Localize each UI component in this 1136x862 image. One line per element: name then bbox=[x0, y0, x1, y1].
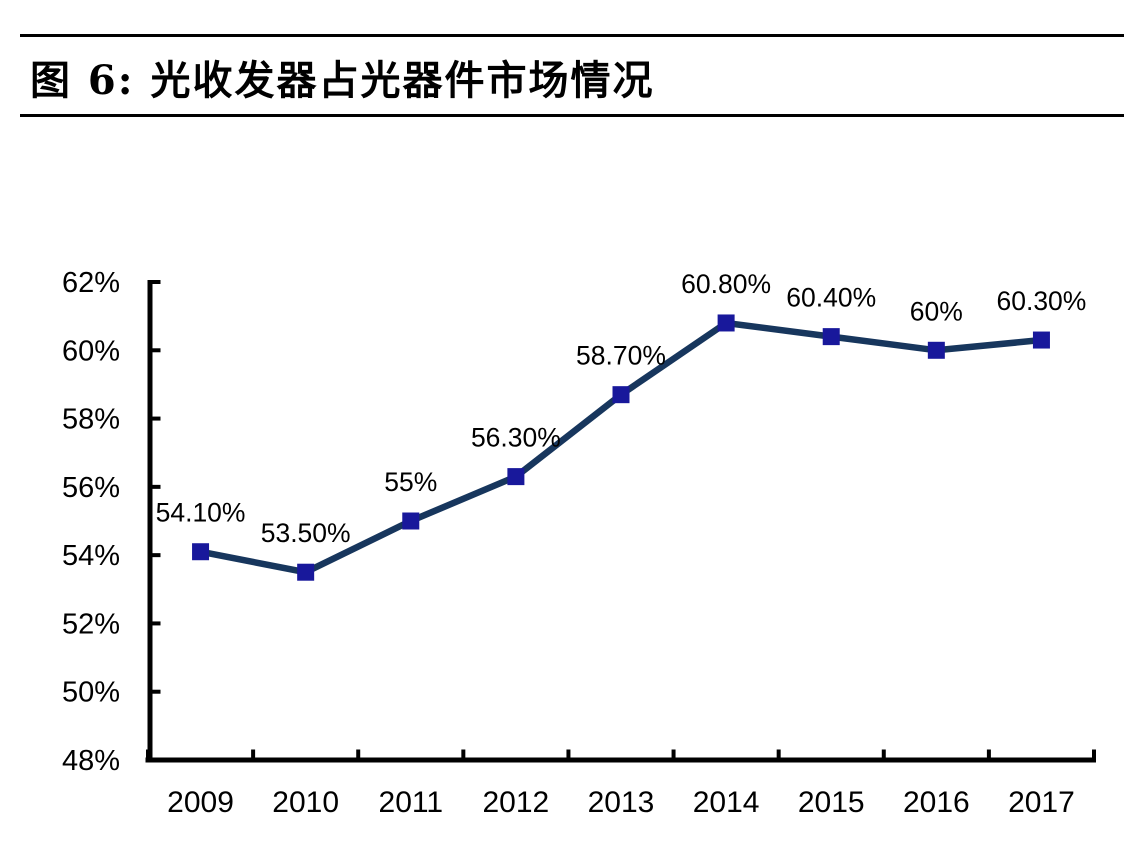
x-axis-tick-label: 2012 bbox=[483, 786, 550, 819]
data-point-marker bbox=[612, 386, 630, 404]
y-axis-tick-label: 48% bbox=[62, 745, 120, 777]
data-point-label: 60.30% bbox=[996, 286, 1086, 316]
y-axis-tick-label: 56% bbox=[62, 472, 120, 504]
y-axis-tick-label: 52% bbox=[62, 608, 120, 640]
x-axis-tick-label: 2014 bbox=[693, 786, 760, 819]
x-axis-tick-label: 2016 bbox=[903, 786, 970, 819]
y-axis-tick-label: 58% bbox=[62, 404, 120, 436]
x-axis-tick-label: 2017 bbox=[1008, 786, 1075, 819]
data-point-marker bbox=[717, 314, 735, 332]
title-bottom-rule bbox=[20, 114, 1124, 117]
data-point-label: 53.50% bbox=[261, 518, 351, 548]
data-point-marker bbox=[822, 328, 840, 346]
data-point-marker bbox=[507, 468, 525, 486]
x-axis-tick-label: 2009 bbox=[167, 786, 234, 819]
data-point-label: 54.10% bbox=[156, 498, 246, 528]
data-point-marker bbox=[402, 512, 420, 530]
data-point-marker bbox=[192, 543, 210, 561]
data-point-label: 55% bbox=[384, 467, 437, 497]
data-point-marker bbox=[297, 563, 315, 581]
data-point-label: 58.70% bbox=[576, 341, 666, 371]
x-axis-tick-label: 2011 bbox=[379, 786, 444, 819]
data-point-label: 60% bbox=[910, 296, 963, 326]
y-axis-tick-label: 60% bbox=[62, 335, 120, 367]
data-point-label: 56.30% bbox=[471, 423, 561, 453]
data-point-marker bbox=[927, 341, 945, 359]
data-point-label: 60.80% bbox=[681, 269, 771, 299]
y-axis-tick-label: 50% bbox=[62, 677, 120, 709]
title-top-rule bbox=[20, 34, 1124, 37]
data-point-marker bbox=[1032, 331, 1050, 349]
y-axis-tick-label: 62% bbox=[62, 267, 120, 299]
x-axis-tick-label: 2010 bbox=[272, 786, 339, 819]
x-axis-tick-label: 2013 bbox=[588, 786, 655, 819]
x-axis-tick-label: 2015 bbox=[798, 786, 865, 819]
figure-title: 图 6: 光收发器占光器件市场情况 bbox=[30, 57, 655, 104]
data-point-label: 60.40% bbox=[786, 283, 876, 313]
y-axis-tick-label: 54% bbox=[62, 540, 120, 572]
